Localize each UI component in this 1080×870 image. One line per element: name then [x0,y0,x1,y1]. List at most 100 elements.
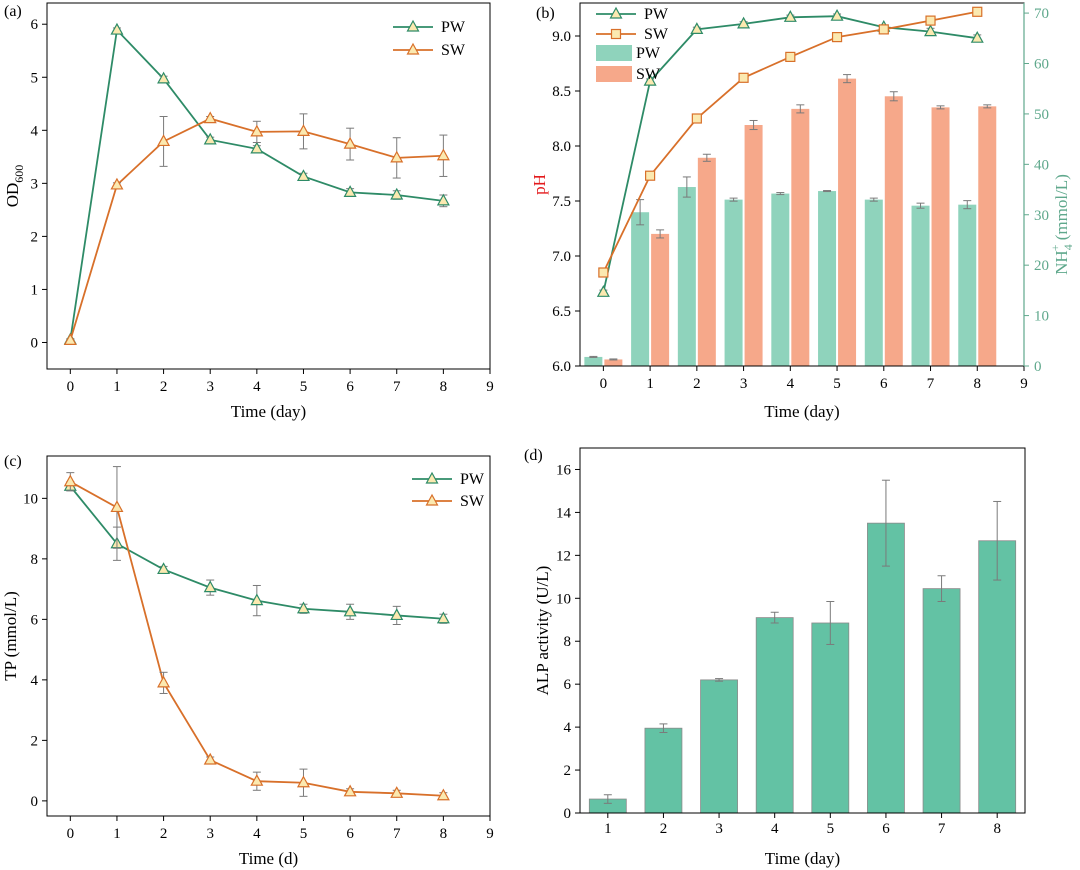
b-point-pw [690,22,704,35]
a-x-tick-label: 2 [160,379,168,395]
c-y-tick-label: 6 [31,612,39,628]
c-point-sw [390,786,404,798]
d-y-tick-label: 8 [564,634,572,650]
b-bar-pw [911,205,930,366]
d-y-tick-label: 0 [564,806,572,822]
b-point-pw [737,16,751,29]
c-point-pw [343,604,357,617]
b-y2-tick-label: 30 [1034,208,1049,224]
c-point-pw [203,580,217,593]
b-y-tick-label: 8.5 [552,84,571,100]
d-y-tick-label: 12 [556,548,571,564]
panel-label-b: (b) [536,5,555,22]
a-y-tick-label: 1 [31,282,39,298]
b-bar-pw [771,193,790,366]
panel-label-c: (c) [4,453,22,470]
a-y-tick-label: 3 [31,176,39,192]
d-x-tick-label: 6 [882,821,890,837]
a-y-axis-label-main: OD [3,183,22,208]
b-y2-tick-label: 0 [1034,359,1042,375]
b-y2-tick-label: 50 [1034,107,1049,123]
d-y-tick-label: 10 [556,591,571,607]
a-x-tick-label: 5 [300,379,308,395]
b-y2-tick-label: 60 [1034,57,1049,73]
b-legend-label: SW [644,26,669,43]
b-x-axis-label: Time (day) [764,402,839,421]
chart-b-plot: 0 1 2 3 4 5 6 7 8 9 6.0 6.5 7.0 7.5 8.0 8.5 9.0 0 10 20 30 40… [530,2,1075,421]
c-x-tick-label: 1 [113,826,121,842]
c-y-tick-label: 8 [31,552,39,568]
b-y2-tick-label: 20 [1034,258,1049,274]
d-bar [700,679,738,814]
c-point-sw [296,775,310,788]
b-x-tick-label: 5 [833,376,841,392]
a-y-tick-label: 5 [31,70,39,86]
c-x-axis-label: Time (d) [239,849,298,868]
d-bar [978,540,1017,814]
b-legend-swatch-sw [596,66,632,82]
b-legend-label: PW [644,6,669,23]
b-legend-label: SW [636,66,661,83]
panel-b: (b) 0 1 2 3 4 5 6 7 8 9 6.0 6.5 7.0 7.5 8.0 8.5 9.0 0 10 20… [530,2,1075,421]
b-point-sw [831,31,843,43]
b-bar-sw [791,108,810,366]
b-y2-label-main: NH [1052,250,1071,275]
b-point-pw [924,24,938,37]
d-x-tick-label: 7 [938,821,946,837]
b-x-tick-label: 9 [1020,376,1028,392]
a-point-pw [250,141,264,154]
b-bar-pw [818,191,837,366]
d-y-tick-label: 2 [564,763,572,779]
a-point-sw [110,177,124,190]
b-bar-pw [724,199,743,366]
c-x-tick-label: 5 [300,826,308,842]
b-point-pw [643,73,657,86]
b-point-sw [738,72,749,83]
a-y-tick-label: 0 [31,335,39,351]
b-legend-marker [610,28,622,40]
d-bar [755,617,794,814]
panel-label-a: (a) [4,3,22,20]
c-y-tick-label: 2 [31,733,39,749]
b-bar-pw [677,187,696,366]
d-x-tick-label: 1 [604,821,612,837]
a-x-tick-label: 7 [393,379,401,395]
a-point-sw [250,124,264,137]
c-y-axis-label: TP (mmol/L) [1,591,20,681]
c-axes-frame [46,455,491,817]
a-point-sw [343,136,357,149]
c-point-sw [110,500,124,513]
a-axes-frame [46,2,491,370]
b-point-sw [785,51,796,63]
d-bar [811,622,850,814]
a-x-tick-label: 6 [346,379,354,395]
c-x-tick-label: 3 [206,826,214,842]
c-legend-label: SW [460,493,485,510]
a-x-tick-label: 8 [440,379,448,395]
b-point-pw [830,8,844,21]
a-point-pw [296,169,310,182]
a-legend-label: SW [441,42,466,59]
d-y-tick-label: 16 [556,462,572,478]
b-point-sw [878,24,889,35]
a-point-pw [203,132,217,145]
panel-a: (a) 0 1 2 3 4 5 6 7 8 9 0 1 2 3 4 5 6 Time (day) OD600 PW SW [3,2,494,421]
b-point-pw [783,10,797,22]
b-y-axis-label: pH [530,174,549,195]
b-point-sw [645,170,656,181]
d-bar [922,588,961,814]
c-y-tick-label: 10 [23,491,38,507]
c-legend-label: PW [460,471,485,488]
a-point-sw [63,333,77,345]
b-bar-sw [978,106,997,367]
a-point-pw [343,185,357,197]
a-point-pw [436,193,450,206]
a-point-sw [157,134,171,147]
b-point-sw [972,6,983,17]
a-point-pw [390,187,404,200]
b-x-tick-label: 1 [646,376,654,392]
d-x-tick-label: 4 [771,821,779,837]
